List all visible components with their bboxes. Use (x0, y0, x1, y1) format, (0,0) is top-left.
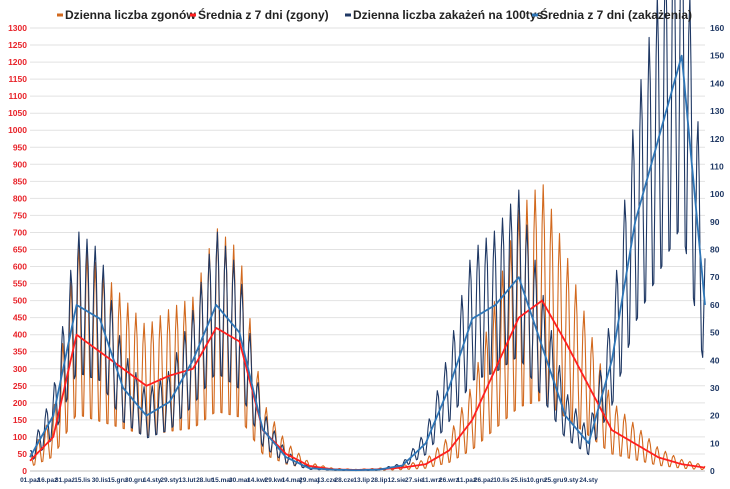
y-left-tick-label: 550 (13, 279, 27, 289)
y-left-tick-label: 500 (13, 296, 27, 306)
y-right-tick-label: 140 (710, 78, 724, 88)
y-right-tick-label: 100 (710, 189, 724, 199)
x-tick-label: 26.wrz (439, 477, 460, 484)
y-left-tick-label: 300 (13, 364, 27, 374)
y-axis-right: 0 10 20 30 40 50 60 70 80 90 100 110 120 130 140 150 160 (710, 23, 724, 476)
y-right-tick-label: 50 (710, 328, 720, 338)
y-left-tick-label: 0 (22, 466, 27, 476)
y-left-tick-label: 1300 (8, 23, 27, 33)
legend-label-cases-daily: Dzienna liczba zakażeń na 100tys. (353, 8, 546, 22)
y-left-tick-label: 450 (13, 313, 27, 323)
x-tick-label: 30.gru (125, 477, 145, 484)
y-left-tick-label: 600 (13, 262, 27, 272)
grid (30, 27, 705, 472)
x-tick-label: 01.paź (20, 477, 41, 484)
legend-item-cases-avg: Średnia z 7 dni (zakażenia) (532, 7, 692, 22)
y-left-tick-label: 350 (13, 347, 27, 357)
x-tick-label: 28.lut (196, 477, 214, 484)
x-tick-label: 30.mar (229, 477, 250, 484)
x-tick-label: 15.mar (212, 477, 233, 484)
series-cases-avg (29, 54, 706, 472)
y-right-tick-label: 80 (710, 245, 720, 255)
y-left-tick-label: 750 (13, 210, 27, 220)
x-tick-label: 30.lis (92, 477, 109, 484)
x-tick-label: 13.cze (317, 477, 337, 484)
x-tick-label: 24.sty (579, 477, 598, 484)
y-left-tick-label: 1100 (9, 91, 28, 101)
legend-item-deaths-daily: Dzienna liczba zgonów (57, 8, 196, 22)
y-left-tick-label: 400 (13, 330, 27, 340)
y-left-tick-label: 700 (13, 227, 27, 237)
y-right-tick-label: 150 (710, 51, 724, 61)
x-tick-label: 29.sty (160, 477, 179, 484)
x-tick-label: 29.maj (299, 477, 319, 484)
y-left-tick-label: 900 (13, 159, 27, 169)
y-right-tick-label: 160 (710, 23, 724, 33)
x-tick-label: 13.lut (179, 477, 197, 484)
y-left-tick-label: 1200 (8, 57, 27, 67)
y-right-tick-label: 70 (710, 272, 720, 282)
x-tick-label: 14.maj (282, 477, 302, 484)
x-tick-label: 26.paź (474, 477, 495, 484)
x-tick-label: 14.sty (143, 477, 162, 484)
x-tick-label: 16.paź (38, 477, 59, 484)
x-tick-label: 31.paź (55, 477, 76, 484)
legend: Dzienna liczba zgonów Średnia z 7 dni (z… (57, 7, 692, 22)
x-tick-label: 29.kwi (265, 477, 285, 484)
x-tick-label: 10.gru (526, 477, 546, 484)
y-left-tick-label: 250 (13, 381, 27, 391)
y-right-tick-label: 130 (710, 106, 724, 116)
y-left-tick-label: 50 (18, 449, 28, 459)
y-right-tick-label: 90 (710, 217, 720, 227)
y-right-tick-label: 110 (710, 161, 724, 171)
y-right-tick-label: 120 (710, 134, 724, 144)
y-left-tick-label: 100 (13, 432, 27, 442)
y-left-tick-label: 850 (13, 176, 27, 186)
y-left-tick-label: 1000 (8, 125, 27, 135)
x-tick-label: 11.paź (457, 477, 477, 484)
y-axis-left: 0 50 100 150 200 250 300 350 400 450 500 550 600 650 7… (8, 23, 27, 476)
series-group (29, 0, 706, 472)
x-tick-label: 15.lis (74, 477, 91, 484)
x-tick-label: 9.sty (564, 477, 579, 484)
y-right-tick-label: 20 (710, 411, 720, 421)
x-tick-label: 27.sie (405, 477, 423, 484)
y-left-tick-label: 650 (13, 245, 27, 255)
y-right-tick-label: 30 (710, 383, 720, 393)
x-tick-label: 25.lis (511, 477, 528, 484)
y-left-tick-label: 1050 (8, 108, 27, 118)
y-right-tick-label: 10 (710, 438, 720, 448)
x-tick-label: 11.wrz (422, 477, 442, 484)
legend-item-cases-daily: Dzienna liczba zakażeń na 100tys. (345, 8, 546, 22)
legend-label-deaths-avg: Średnia z 7 dni (zgony) (198, 7, 329, 22)
x-tick-label: 10.lis (493, 477, 510, 484)
x-tick-label: 25.gru (544, 477, 564, 484)
y-right-tick-label: 60 (710, 300, 720, 310)
x-tick-label: 14.kwi (247, 477, 267, 484)
x-tick-label: 13.lip (353, 477, 370, 484)
y-left-tick-label: 800 (13, 193, 27, 203)
y-left-tick-label: 950 (13, 142, 27, 152)
y-left-tick-label: 1250 (8, 40, 27, 50)
x-tick-label: 12.sie (388, 477, 406, 484)
legend-item-deaths-avg: Średnia z 7 dni (zgony) (190, 7, 329, 22)
y-left-tick-label: 150 (13, 415, 27, 425)
y-left-tick-label: 200 (13, 398, 27, 408)
y-left-tick-label: 1150 (9, 74, 28, 84)
legend-label-deaths-daily: Dzienna liczba zgonów (65, 8, 196, 22)
y-right-tick-label: 0 (710, 466, 715, 476)
x-tick-label: 15.gru (108, 477, 128, 484)
legend-label-cases-avg: Średnia z 7 dni (zakażenia) (540, 7, 692, 22)
x-tick-label: 28.lip (371, 477, 388, 484)
x-tick-label: 28.cze (334, 477, 354, 484)
y-right-tick-label: 40 (710, 355, 720, 365)
